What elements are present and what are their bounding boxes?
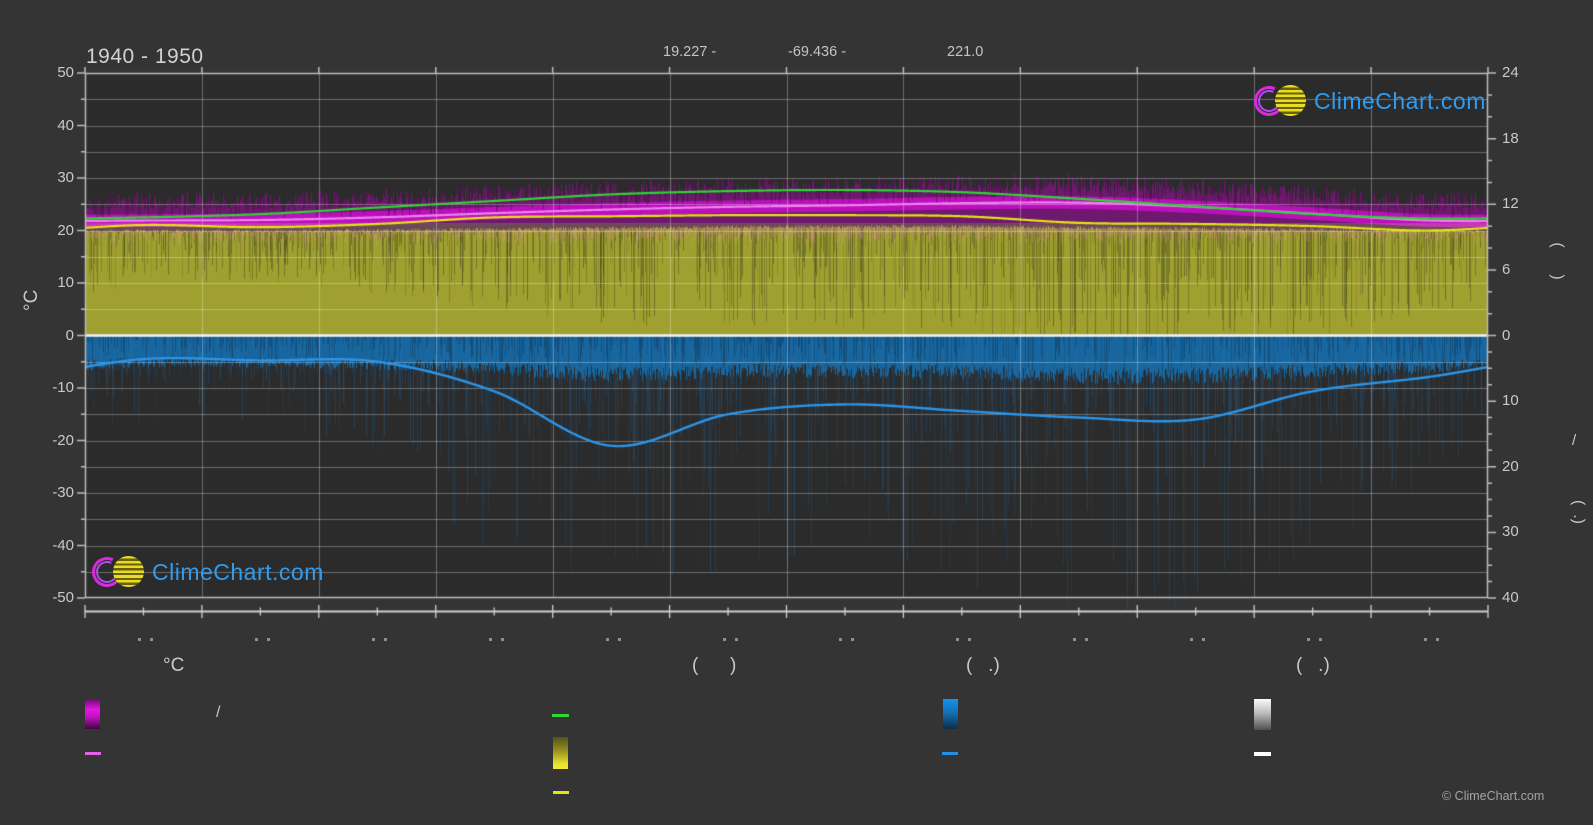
right-sunshine-tick-label: 0 <box>1502 326 1511 344</box>
legend-avg-sunshine-line-swatch <box>553 791 569 794</box>
right-sunshine-tick-label: 12 <box>1502 195 1519 213</box>
legend-day-length-line-swatch <box>552 714 569 717</box>
left-axis-tick-label: 30 <box>57 169 74 186</box>
x-axis-tick-label-dots <box>1069 628 1093 646</box>
right-precip-tick-label: 40 <box>1502 589 1519 606</box>
left-axis-tick-label: 40 <box>57 116 74 134</box>
legend-snow-header: ( .) <box>1296 655 1330 676</box>
right-precip-tick-label: 10 <box>1502 392 1519 410</box>
watermark-top-right: ClimeChart.com <box>1249 81 1486 121</box>
x-axis-tick-label-dots <box>1420 628 1444 646</box>
x-axis-tick-label-dots <box>835 628 859 646</box>
legend-snow-bar-swatch <box>1254 699 1271 730</box>
x-axis-tick-label-dots <box>250 628 274 646</box>
right-precip-tick-label: 30 <box>1502 523 1519 541</box>
x-axis-tick-label-dots <box>1303 628 1327 646</box>
left-axis-tick-label: 20 <box>57 221 74 239</box>
x-axis-tick-label-dots <box>952 628 976 646</box>
watermark-bottom-left: ClimeChart.com <box>87 552 324 592</box>
right-sunshine-tick-label: 18 <box>1502 129 1519 147</box>
x-axis-tick-label-dots <box>484 628 508 646</box>
copyright-text: © ClimeChart.com <box>1442 789 1545 803</box>
right-precip-axis-label-slash: / <box>1572 432 1577 449</box>
climechart-logo <box>87 552 146 592</box>
left-axis-tick-label: -30 <box>52 484 74 501</box>
right-sunshine-tick-label: 6 <box>1502 260 1511 278</box>
left-axis-tick-label: -10 <box>52 379 74 396</box>
right-sunshine-axis-label-fragment: ( ) <box>1549 242 1566 280</box>
legend-precip-bar-swatch <box>943 699 958 729</box>
legend-temp-range-swatch <box>85 699 100 729</box>
x-axis-tick-label-dots <box>1186 628 1210 646</box>
climechart-logo <box>1249 81 1308 121</box>
left-axis-tick-label: -50 <box>52 589 74 606</box>
logo-sun-icon <box>1275 85 1306 116</box>
x-axis-tick-label-dots <box>367 628 391 646</box>
x-axis-tick-label-dots <box>133 628 157 646</box>
header-latitude: 19.227 - <box>663 44 717 60</box>
watermark-text: ClimeChart.com <box>152 558 324 585</box>
x-axis-tick-label-dots <box>601 628 625 646</box>
legend-sunshine-header: ( ) <box>692 655 737 676</box>
left-axis-tick-label: 0 <box>65 326 74 344</box>
left-axis-tick-label: 50 <box>57 64 74 81</box>
page-title: 1940 - 1950 <box>86 45 204 68</box>
x-axis-tick-label-dots <box>718 628 742 646</box>
watermark-text: ClimeChart.com <box>1314 87 1486 114</box>
legend-sunshine-bar-swatch <box>553 737 568 769</box>
left-axis-tick-label: -20 <box>52 431 74 449</box>
legend-precip-header: ( .) <box>966 655 1000 676</box>
legend-avg-temp-line-swatch <box>85 752 101 755</box>
left-axis-tick-label: -40 <box>52 536 74 554</box>
logo-sun-icon <box>113 556 144 587</box>
legend-avg-precip-line-swatch <box>942 752 958 755</box>
left-axis-tick-label: 10 <box>57 274 74 291</box>
legend-avg-snow-line-swatch <box>1254 752 1271 756</box>
legend-temp-range-label: / <box>216 704 221 721</box>
right-sunshine-tick-label: 24 <box>1502 64 1519 81</box>
header-elevation: 221.0 <box>947 44 984 60</box>
header-longitude: -69.436 - <box>788 44 847 60</box>
right-precip-tick-label: 20 <box>1502 457 1519 475</box>
legend-temp-header: °C <box>163 655 185 676</box>
right-precip-axis-label-fragment: ( .) <box>1570 500 1587 524</box>
